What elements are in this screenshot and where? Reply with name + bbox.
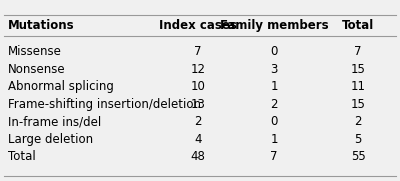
Text: 10: 10 bbox=[190, 80, 206, 93]
Text: Index cases: Index cases bbox=[159, 19, 237, 32]
Text: Nonsense: Nonsense bbox=[8, 63, 66, 76]
Text: 3: 3 bbox=[270, 63, 278, 76]
Text: 11: 11 bbox=[350, 80, 366, 93]
Text: Family members: Family members bbox=[220, 19, 328, 32]
Text: Total: Total bbox=[8, 150, 36, 163]
Text: Large deletion: Large deletion bbox=[8, 133, 93, 146]
Text: 4: 4 bbox=[194, 133, 202, 146]
Text: 5: 5 bbox=[354, 133, 362, 146]
Text: 0: 0 bbox=[270, 45, 278, 58]
Text: Missense: Missense bbox=[8, 45, 62, 58]
Text: Abnormal splicing: Abnormal splicing bbox=[8, 80, 114, 93]
Text: 7: 7 bbox=[270, 150, 278, 163]
Text: 13: 13 bbox=[190, 98, 206, 111]
Text: In-frame ins/del: In-frame ins/del bbox=[8, 115, 101, 128]
Text: Total: Total bbox=[342, 19, 374, 32]
Text: Frame-shifting insertion/deletion: Frame-shifting insertion/deletion bbox=[8, 98, 201, 111]
Text: 15: 15 bbox=[350, 63, 366, 76]
Text: 12: 12 bbox=[190, 63, 206, 76]
Text: 7: 7 bbox=[194, 45, 202, 58]
Text: 1: 1 bbox=[270, 133, 278, 146]
Text: 48: 48 bbox=[190, 150, 206, 163]
Text: 1: 1 bbox=[270, 80, 278, 93]
Text: 7: 7 bbox=[354, 45, 362, 58]
Text: 0: 0 bbox=[270, 115, 278, 128]
Text: 2: 2 bbox=[354, 115, 362, 128]
Text: 2: 2 bbox=[194, 115, 202, 128]
Text: 55: 55 bbox=[351, 150, 365, 163]
Text: 15: 15 bbox=[350, 98, 366, 111]
Text: Mutations: Mutations bbox=[8, 19, 75, 32]
Text: 2: 2 bbox=[270, 98, 278, 111]
